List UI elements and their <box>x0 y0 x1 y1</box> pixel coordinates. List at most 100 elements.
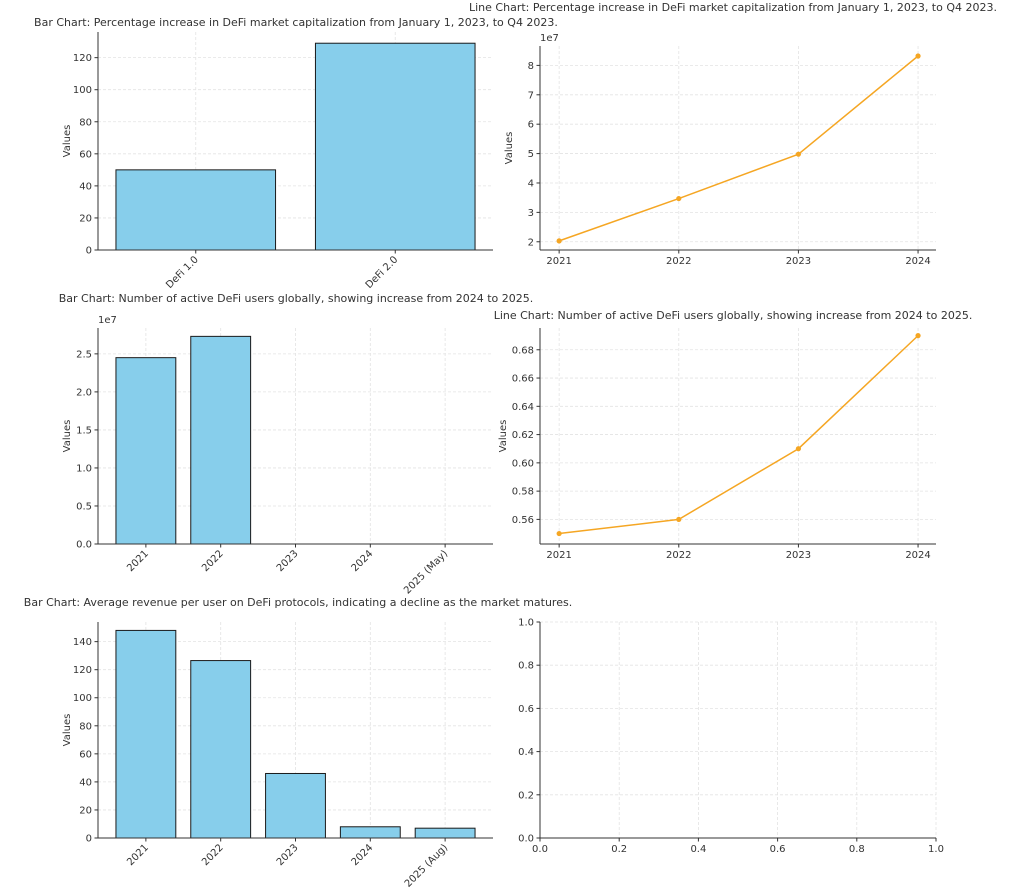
y-tick-label: 60 <box>79 749 92 760</box>
chart-panel-5: 0 20 40 60 80 100 120 140 2021 2022 2023 2024 2025 (… <box>24 596 572 890</box>
y-tick-label: 0.4 <box>518 747 534 758</box>
data-point-2022 <box>676 195 682 202</box>
y-tick-label: 2.5 <box>76 349 92 360</box>
x-tick-label: 1.0 <box>928 844 944 855</box>
y-tick-label: 0.62 <box>512 430 534 441</box>
x-tick-label: 2022 <box>666 550 691 561</box>
x-tick-label: 2024 <box>905 256 930 267</box>
series-line <box>558 55 919 242</box>
chart-panel-6: 0.0 0.2 0.4 0.6 0.8 1.0 0.0 0.2 0.4 0.6 0.8 1.0 <box>518 618 944 856</box>
bar-2021 <box>115 629 177 839</box>
bar-2021 <box>115 357 177 545</box>
y-tick-label: 20 <box>79 805 92 816</box>
y-tick-label: 0.0 <box>76 540 92 551</box>
y-tick-label: 60 <box>79 149 92 160</box>
y-tick-label: 80 <box>79 117 92 128</box>
x-tick-label: DeFi 2.0 <box>364 254 401 291</box>
y-tick-label: 6 <box>528 120 534 131</box>
y-tick-label: 40 <box>79 181 92 192</box>
y-tick-label: 1.0 <box>518 618 534 629</box>
bar-2022 <box>190 335 252 545</box>
y-tick-label: 0.64 <box>512 402 534 413</box>
y-tick-label: 8 <box>528 61 534 72</box>
y-tick-label: 0 <box>86 834 92 845</box>
data-point-2022 <box>676 516 682 523</box>
data-point-2024 <box>915 333 921 339</box>
x-tick-label: 2024 <box>905 550 930 561</box>
data-point-2021 <box>556 238 562 244</box>
y-tick-label: 0.58 <box>512 487 534 498</box>
data-point-2023 <box>795 446 802 452</box>
data-point-2021 <box>556 530 562 537</box>
bar-2025-aug- <box>414 827 476 839</box>
y-axis-label: Values <box>62 714 73 747</box>
chart-panel-4: 0.56 0.58 0.60 0.62 0.64 0.66 0.68 2021 2022 2023… <box>494 309 973 561</box>
x-tick-label: 2024 <box>350 548 376 574</box>
bar-2022 <box>190 660 252 839</box>
y-tick-label: 0.60 <box>512 458 534 469</box>
x-tick-label: 2023 <box>275 548 301 574</box>
x-tick-label: 2023 <box>786 256 811 267</box>
y-tick-label: 0.66 <box>512 374 534 385</box>
y-tick-label: 0.68 <box>512 345 534 356</box>
y-tick-label: 5 <box>528 149 534 160</box>
x-tick-label: 2022 <box>200 548 226 574</box>
y-tick-label: 2 <box>528 237 534 248</box>
x-tick-label: 0.0 <box>532 844 548 855</box>
x-tick-label: 2023 <box>275 842 301 868</box>
y-offset-label: 1e7 <box>540 33 559 44</box>
chart-title: Line Chart: Number of active DeFi users … <box>494 309 973 322</box>
chart-panel-1: 0 20 40 60 80 100 120 DeFi 1.0 DeFi 2.0 Values Bar… <box>34 16 558 291</box>
y-tick-label: 0.0 <box>518 834 534 845</box>
x-tick-label: 2021 <box>546 550 571 561</box>
y-tick-label: 0.2 <box>518 790 534 801</box>
x-tick-label: 0.6 <box>770 844 786 855</box>
x-tick-label: 2022 <box>200 842 226 868</box>
y-axis-label: Values <box>62 125 73 158</box>
y-tick-label: 2.0 <box>76 387 92 398</box>
x-tick-label: 2021 <box>125 548 151 574</box>
bar-2024 <box>339 826 401 839</box>
x-tick-label: DeFi 1.0 <box>164 254 201 291</box>
y-tick-label: 0.5 <box>76 501 92 512</box>
chart-panel-3: 0.0 0.5 1.0 1.5 2.0 2.5 2021 2022 2023 2024 2025 (… <box>59 292 534 597</box>
data-point-2023 <box>795 151 802 157</box>
chart-title: Bar Chart: Number of active DeFi users g… <box>59 292 534 305</box>
y-offset-label: 1e7 <box>98 315 117 326</box>
bar-defi-2-0 <box>314 42 476 251</box>
x-tick-label: 0.2 <box>611 844 627 855</box>
x-tick-label: 2021 <box>125 842 151 868</box>
y-tick-label: 3 <box>528 208 534 219</box>
y-tick-label: 120 <box>73 665 92 676</box>
series-line <box>559 335 919 535</box>
y-tick-label: 80 <box>79 721 92 732</box>
x-tick-label: 2021 <box>546 256 571 267</box>
y-tick-label: 0 <box>86 246 92 257</box>
y-tick-label: 4 <box>528 178 534 189</box>
x-tick-label: 2024 <box>350 842 376 868</box>
x-tick-label: 2022 <box>666 256 691 267</box>
y-tick-label: 40 <box>79 777 92 788</box>
x-tick-label: 2025 (May) <box>402 548 450 596</box>
chart-title: Line Chart: Percentage increase in DeFi … <box>469 1 997 14</box>
chart-panel-2: 2 3 4 5 6 7 8 2021 2022 2023 2024 Values 1e7 Line Cha… <box>469 1 997 267</box>
bar-2023 <box>265 772 326 839</box>
data-point-2024 <box>915 53 921 59</box>
x-tick-label: 2023 <box>786 550 811 561</box>
chart-title: Bar Chart: Average revenue per user on D… <box>24 596 572 609</box>
y-tick-label: 120 <box>73 53 92 64</box>
y-tick-label: 100 <box>73 85 92 96</box>
y-tick-label: 20 <box>79 213 92 224</box>
y-tick-label: 0.6 <box>518 704 534 715</box>
y-axis-label: Values <box>504 132 515 165</box>
x-tick-label: 2025 (Aug) <box>403 842 450 889</box>
y-tick-label: 0.56 <box>512 515 534 526</box>
y-tick-label: 140 <box>73 637 92 648</box>
y-axis-label: Values <box>62 420 73 453</box>
y-tick-label: 100 <box>73 693 92 704</box>
y-axis-label: Values <box>498 420 509 453</box>
x-tick-label: 0.4 <box>690 844 706 855</box>
y-tick-label: 7 <box>528 90 534 101</box>
bar-defi-1-0 <box>115 169 277 251</box>
